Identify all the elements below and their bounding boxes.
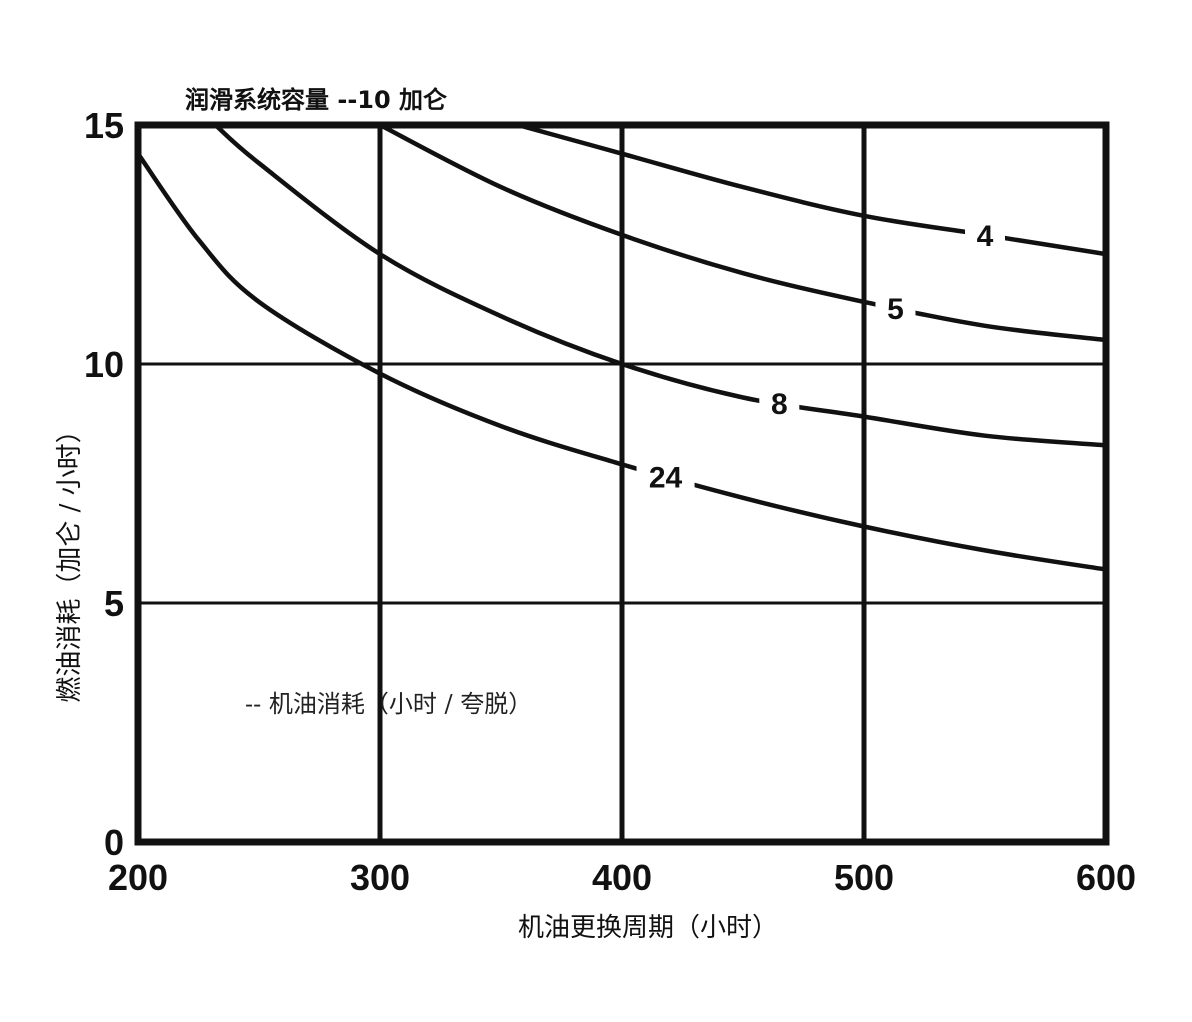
x-tick-label-500: 500 bbox=[834, 857, 894, 898]
series-label-8: 8 bbox=[771, 388, 788, 421]
series-labels: 4 5 8 24 bbox=[636, 214, 1005, 497]
series-label-bg-24 bbox=[636, 456, 695, 497]
series-line-4 bbox=[515, 122, 1109, 257]
oil-consumption-annotation: -- 机油消耗（小时 / 夸脱） bbox=[245, 690, 532, 718]
plot-frame bbox=[134, 121, 1110, 846]
series-line-8 bbox=[213, 122, 1109, 448]
y-tick-label-10: 10 bbox=[84, 344, 124, 385]
x-tick-label-600: 600 bbox=[1076, 857, 1136, 898]
series-label-bg-5 bbox=[875, 288, 916, 329]
series-label-4: 4 bbox=[977, 220, 994, 253]
y-tick-label-15: 15 bbox=[84, 105, 124, 146]
series-line-24 bbox=[135, 151, 1109, 572]
chart-title: 润滑系统容量 --10 加仑 bbox=[185, 86, 448, 114]
x-tick-label-200: 200 bbox=[108, 857, 168, 898]
y-axis-label: 燃油消耗（加仑 / 小时） bbox=[55, 417, 85, 702]
y-tick-label-0: 0 bbox=[104, 822, 124, 863]
tick-labels: 200 300 400 500 600 0 5 10 15 bbox=[84, 105, 1136, 898]
x-tick-label-300: 300 bbox=[350, 857, 410, 898]
series-label-bg-8 bbox=[759, 383, 800, 424]
series-line-5 bbox=[377, 122, 1109, 343]
x-axis-label: 机油更换周期（小时） bbox=[518, 913, 778, 943]
series-label-bg-4 bbox=[965, 214, 1005, 255]
series-label-24: 24 bbox=[649, 461, 683, 494]
x-tick-label-400: 400 bbox=[592, 857, 652, 898]
y-tick-label-5: 5 bbox=[104, 583, 124, 624]
series-label-5: 5 bbox=[887, 293, 904, 326]
